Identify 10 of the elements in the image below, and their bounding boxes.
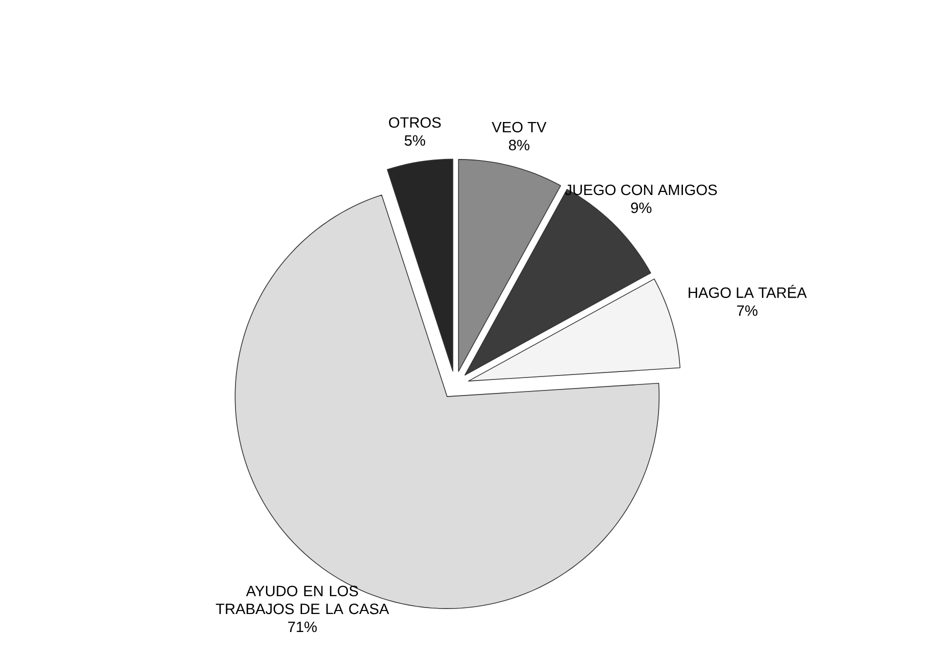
slice-label: JUEGO CON AMIGOS: [565, 184, 717, 196]
slice-label: AYUDO EN LOS TRABAJOS DE LA CASA: [216, 586, 390, 614]
slice-label: OTROS: [388, 117, 441, 128]
slice-label: HAGO LA TARÉA: [688, 284, 807, 298]
data-label: 7%: [737, 305, 758, 316]
data-label: 8%: [508, 140, 530, 150]
slice-label: VEO TV: [492, 122, 546, 132]
data-label: 5%: [404, 135, 426, 146]
data-label: 71%: [288, 622, 317, 632]
data-label: 9%: [631, 202, 652, 214]
